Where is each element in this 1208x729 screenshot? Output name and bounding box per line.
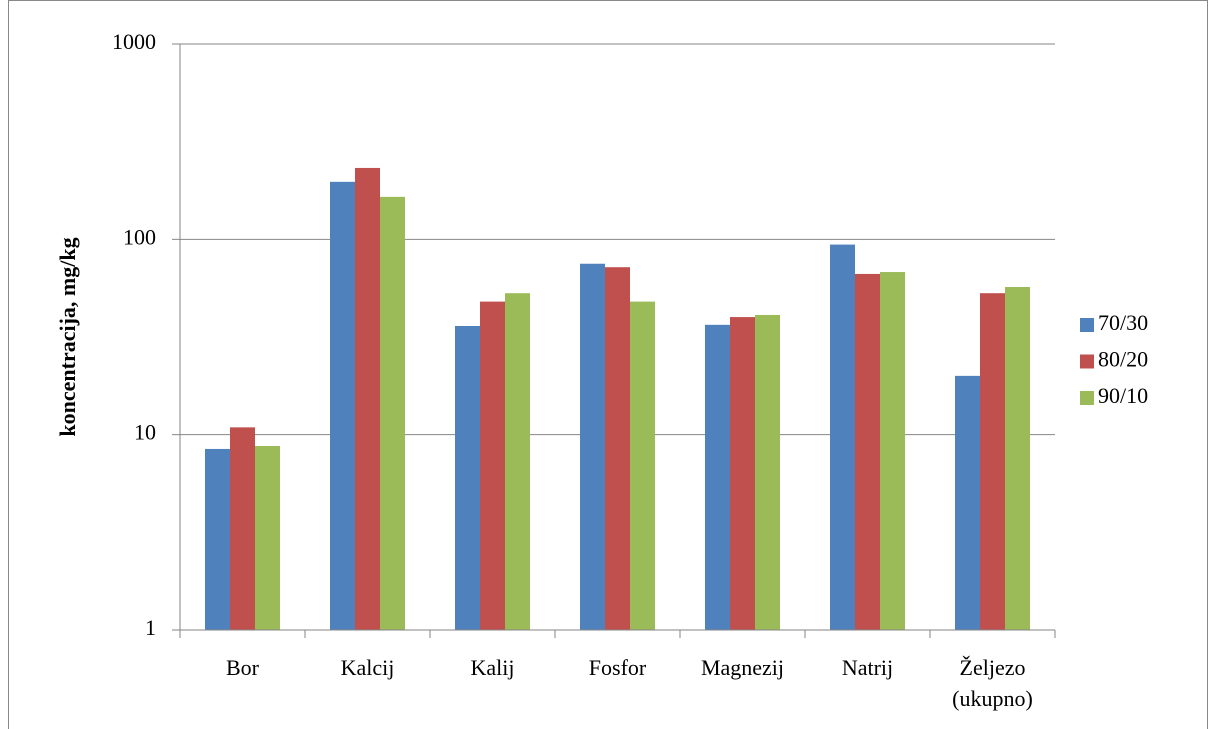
bar <box>230 427 255 630</box>
x-tick-label: Kalcij <box>341 655 395 680</box>
y-tick-label: 100 <box>123 224 156 249</box>
y-tick-label: 10 <box>134 420 156 445</box>
x-tick-label: Kalij <box>471 655 515 680</box>
legend-label: 90/10 <box>1098 383 1148 408</box>
bar <box>605 267 630 630</box>
bar <box>580 263 605 630</box>
bar <box>480 301 505 630</box>
bar <box>730 317 755 630</box>
legend-swatch <box>1080 391 1094 405</box>
x-tick-label: Fosfor <box>589 655 647 680</box>
bar <box>1005 287 1030 630</box>
bar <box>755 314 780 630</box>
y-axis-label: koncentracija, mg/kg <box>55 237 80 436</box>
bar <box>355 167 380 630</box>
bar <box>855 273 880 630</box>
bar <box>255 445 280 630</box>
bar <box>705 324 730 630</box>
legend-swatch <box>1080 354 1094 369</box>
bar <box>955 375 980 630</box>
legend-swatch <box>1080 318 1094 332</box>
bar <box>455 326 480 630</box>
legend-label: 80/20 <box>1098 347 1148 372</box>
bar <box>830 244 855 631</box>
bar <box>880 272 905 630</box>
x-tick-label: Magnezij <box>701 655 784 680</box>
x-tick-label: Bor <box>226 655 260 680</box>
legend-label: 70/30 <box>1098 310 1148 335</box>
y-tick-label: 1 <box>145 615 156 640</box>
bar <box>505 293 530 630</box>
x-tick-label: Željezo (ukupno) <box>952 655 1033 711</box>
y-tick-label: 1000 <box>112 29 156 54</box>
bar <box>630 301 655 630</box>
bar <box>980 293 1005 630</box>
bar <box>380 196 405 630</box>
x-tick-label: Natrij <box>842 655 893 680</box>
bar <box>330 181 355 630</box>
bar <box>205 448 230 630</box>
